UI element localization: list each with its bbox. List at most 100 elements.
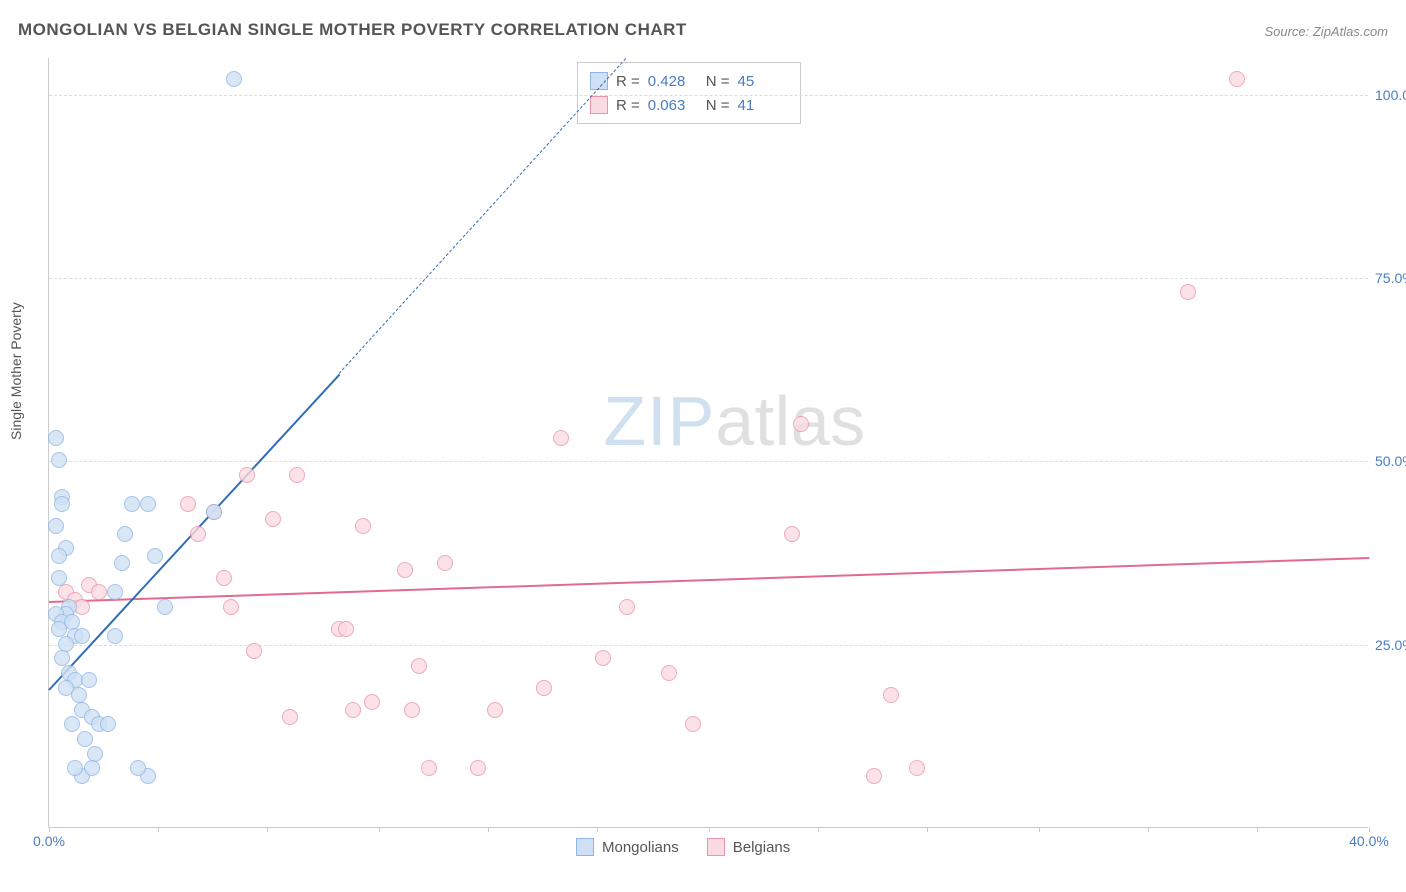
x-tick-mark (1039, 827, 1040, 832)
x-tick-mark (1257, 827, 1258, 832)
stat-r-label: R = (616, 97, 640, 114)
data-point-belgians (685, 716, 701, 732)
data-point-belgians (470, 760, 486, 776)
stat-n-value: 45 (738, 73, 788, 90)
data-point-mongolians (124, 496, 140, 512)
data-point-mongolians (147, 548, 163, 564)
stat-n-label: N = (706, 97, 730, 114)
data-point-mongolians (48, 430, 64, 446)
data-point-belgians (909, 760, 925, 776)
data-point-mongolians (74, 628, 90, 644)
y-tick-label: 25.0% (1375, 637, 1406, 653)
stat-r-value: 0.063 (648, 97, 698, 114)
data-point-mongolians (114, 555, 130, 571)
data-point-belgians (239, 467, 255, 483)
watermark-zip: ZIP (603, 382, 715, 460)
data-point-mongolians (48, 518, 64, 534)
data-point-belgians (619, 599, 635, 615)
data-point-belgians (793, 416, 809, 432)
x-tick-mark (379, 827, 380, 832)
plot-area: ZIPatlas R =0.428N =45R =0.063N =41 25.0… (48, 58, 1368, 828)
data-point-mongolians (67, 760, 83, 776)
data-point-belgians (364, 694, 380, 710)
data-point-mongolians (157, 599, 173, 615)
y-tick-label: 100.0% (1375, 87, 1406, 103)
data-point-belgians (91, 584, 107, 600)
data-point-belgians (246, 643, 262, 659)
data-point-belgians (265, 511, 281, 527)
data-point-mongolians (81, 672, 97, 688)
stat-r-label: R = (616, 73, 640, 90)
data-point-belgians (661, 665, 677, 681)
data-point-mongolians (140, 496, 156, 512)
data-point-mongolians (206, 504, 222, 520)
legend-label: Belgians (733, 839, 791, 856)
data-point-belgians (397, 562, 413, 578)
data-point-belgians (345, 702, 361, 718)
data-point-mongolians (51, 621, 67, 637)
data-point-mongolians (51, 570, 67, 586)
data-point-mongolians (226, 71, 242, 87)
data-point-mongolians (77, 731, 93, 747)
x-tick-mark (1369, 827, 1370, 832)
stat-n-label: N = (706, 73, 730, 90)
legend-swatch (707, 838, 725, 856)
data-point-mongolians (54, 650, 70, 666)
data-point-mongolians (87, 746, 103, 762)
x-tick-mark (818, 827, 819, 832)
source-attribution: Source: ZipAtlas.com (1264, 24, 1388, 39)
chart-container: MONGOLIAN VS BELGIAN SINGLE MOTHER POVER… (0, 0, 1406, 892)
data-point-belgians (355, 518, 371, 534)
x-tick-mark (597, 827, 598, 832)
x-tick-label: 40.0% (1349, 833, 1389, 849)
watermark-atlas: atlas (715, 382, 865, 460)
legend-swatch (590, 96, 608, 114)
data-point-belgians (289, 467, 305, 483)
data-point-belgians (282, 709, 298, 725)
data-point-mongolians (117, 526, 133, 542)
trend-line (49, 557, 1369, 603)
data-point-belgians (223, 599, 239, 615)
data-point-mongolians (64, 716, 80, 732)
x-tick-mark (267, 827, 268, 832)
y-axis-label: Single Mother Poverty (8, 302, 24, 440)
data-point-belgians (190, 526, 206, 542)
data-point-belgians (1229, 71, 1245, 87)
x-tick-label: 0.0% (33, 833, 65, 849)
stat-n-value: 41 (738, 97, 788, 114)
x-tick-mark (49, 827, 50, 832)
data-point-belgians (437, 555, 453, 571)
legend-label: Mongolians (602, 839, 679, 856)
data-point-belgians (553, 430, 569, 446)
data-point-belgians (1180, 284, 1196, 300)
data-point-mongolians (130, 760, 146, 776)
chart-title: MONGOLIAN VS BELGIAN SINGLE MOTHER POVER… (18, 20, 687, 40)
y-tick-label: 75.0% (1375, 270, 1406, 286)
stat-r-value: 0.428 (648, 73, 698, 90)
data-point-belgians (180, 496, 196, 512)
x-tick-mark (709, 827, 710, 832)
data-point-belgians (487, 702, 503, 718)
data-point-belgians (536, 680, 552, 696)
data-point-belgians (338, 621, 354, 637)
data-point-belgians (404, 702, 420, 718)
data-point-mongolians (51, 452, 67, 468)
legend-item: Mongolians (576, 838, 679, 856)
x-tick-mark (488, 827, 489, 832)
data-point-mongolians (84, 760, 100, 776)
data-point-belgians (216, 570, 232, 586)
legend-item: Belgians (707, 838, 791, 856)
grid-line (49, 95, 1368, 96)
data-point-belgians (866, 768, 882, 784)
data-point-mongolians (58, 636, 74, 652)
data-point-belgians (784, 526, 800, 542)
data-point-mongolians (100, 716, 116, 732)
grid-line (49, 278, 1368, 279)
data-point-belgians (883, 687, 899, 703)
data-point-belgians (421, 760, 437, 776)
data-point-mongolians (54, 496, 70, 512)
data-point-mongolians (107, 628, 123, 644)
data-point-mongolians (71, 687, 87, 703)
stats-row: R = 0.428 N = 45 (590, 69, 788, 93)
grid-line (49, 461, 1368, 462)
